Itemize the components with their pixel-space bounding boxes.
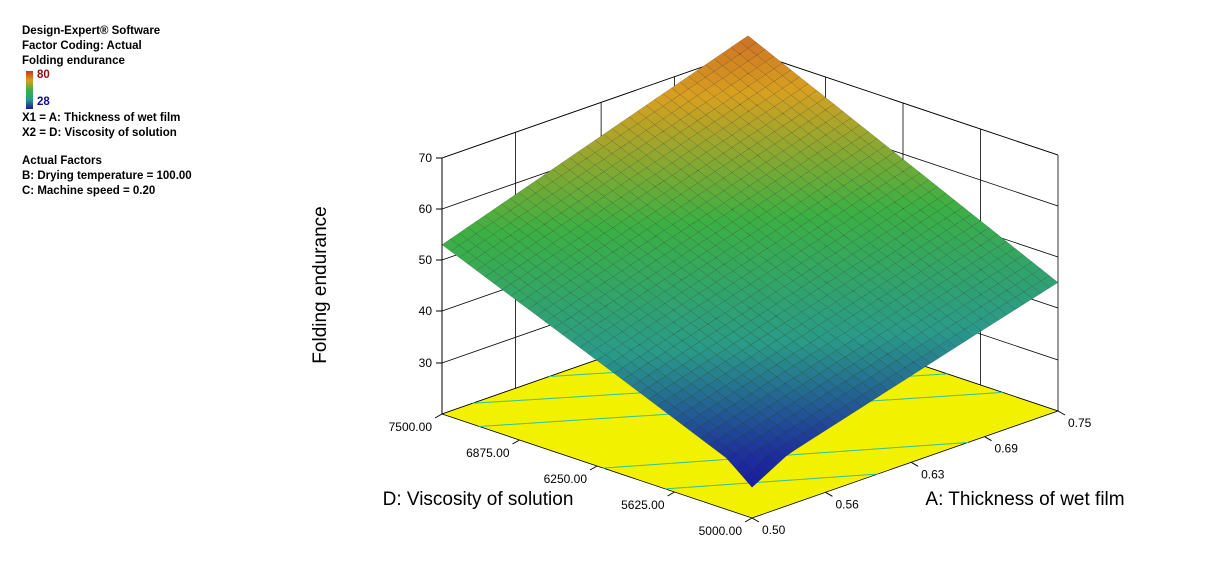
surface-cell — [921, 350, 940, 364]
x-tick-label: 0.56 — [835, 497, 859, 511]
y-tick — [512, 439, 520, 445]
y-tick — [589, 465, 598, 471]
factor-b-value: B: Drying temperature = 100.00 — [22, 170, 192, 182]
surface-cell — [811, 421, 829, 435]
response-surface — [441, 35, 1059, 488]
surface-cell — [964, 323, 982, 337]
surface-cell — [819, 416, 838, 429]
surface-cell — [972, 318, 991, 332]
z-tick-label: 60 — [419, 202, 433, 216]
x1-definition: X1 = A: Thickness of wet film — [22, 112, 181, 124]
x2-definition: X2 = D: Viscosity of solution — [22, 127, 177, 139]
surface-cell — [989, 307, 1008, 321]
z-tick-label: 40 — [419, 304, 433, 318]
surface-cell — [743, 469, 761, 488]
y-axis-label: D: Viscosity of solution — [383, 489, 574, 510]
x-tick — [1057, 410, 1066, 416]
surface-cell — [751, 461, 770, 480]
surface-cell — [450, 245, 469, 258]
surface-cell — [501, 283, 520, 297]
info-panel: Design-Expert® Software Factor Coding: A… — [22, 24, 192, 199]
y-tick-label: 5625.00 — [621, 498, 665, 512]
response-name: Folding endurance — [22, 55, 125, 67]
factor-coding: Factor Coding: Actual — [22, 40, 142, 52]
y-tick-label: 6250.00 — [544, 472, 588, 486]
x-tick-label: 0.50 — [762, 523, 786, 537]
surface-cell — [981, 313, 999, 326]
x-tick-label: 0.75 — [1068, 416, 1092, 430]
x-tick — [751, 517, 760, 523]
surface-cell — [1023, 261, 1042, 275]
surface-cell — [794, 432, 812, 446]
actual-factors-title: Actual Factors — [22, 155, 102, 167]
y-tick — [744, 517, 753, 523]
surface-cell — [998, 302, 1016, 316]
x-tick — [910, 461, 919, 467]
surface-cell — [441, 238, 460, 252]
y-tick-label: 5000.00 — [699, 524, 743, 538]
contour-line — [665, 473, 879, 490]
x-axis-label: A: Thickness of wet film — [925, 489, 1124, 510]
surface-cell — [476, 264, 494, 278]
surface-cell — [760, 454, 778, 473]
z-axis-label: Folding endurance — [310, 206, 331, 363]
y-tick-label: 7500.00 — [389, 420, 433, 434]
surface-cell — [484, 270, 503, 284]
x-tick-label: 0.63 — [921, 467, 945, 481]
factor-c-value: C: Machine speed = 0.20 — [22, 185, 156, 197]
x-tick-label: 0.69 — [995, 442, 1019, 456]
z-tick-label: 70 — [419, 151, 433, 165]
surface-cell — [768, 448, 787, 465]
y-tick-label: 6875.00 — [466, 446, 510, 460]
x-tick — [984, 436, 992, 442]
scale-min-label: 28 — [37, 96, 50, 108]
surface-cell — [458, 251, 477, 265]
software-title: Design-Expert® Software — [22, 25, 161, 37]
y-tick — [434, 413, 443, 419]
scale-max-label: 80 — [37, 69, 50, 81]
color-legend: 80 28 — [22, 69, 192, 111]
surface-cell — [1023, 273, 1042, 287]
x-tick — [825, 491, 833, 497]
surface-cell — [467, 257, 486, 271]
z-tick-label: 30 — [419, 356, 433, 370]
y-tick — [667, 491, 675, 497]
surface-cell — [777, 443, 795, 457]
z-tick-label: 50 — [419, 253, 433, 267]
color-scale-bar — [26, 71, 33, 109]
surface-cell — [904, 361, 923, 375]
surface-cell — [887, 372, 906, 386]
